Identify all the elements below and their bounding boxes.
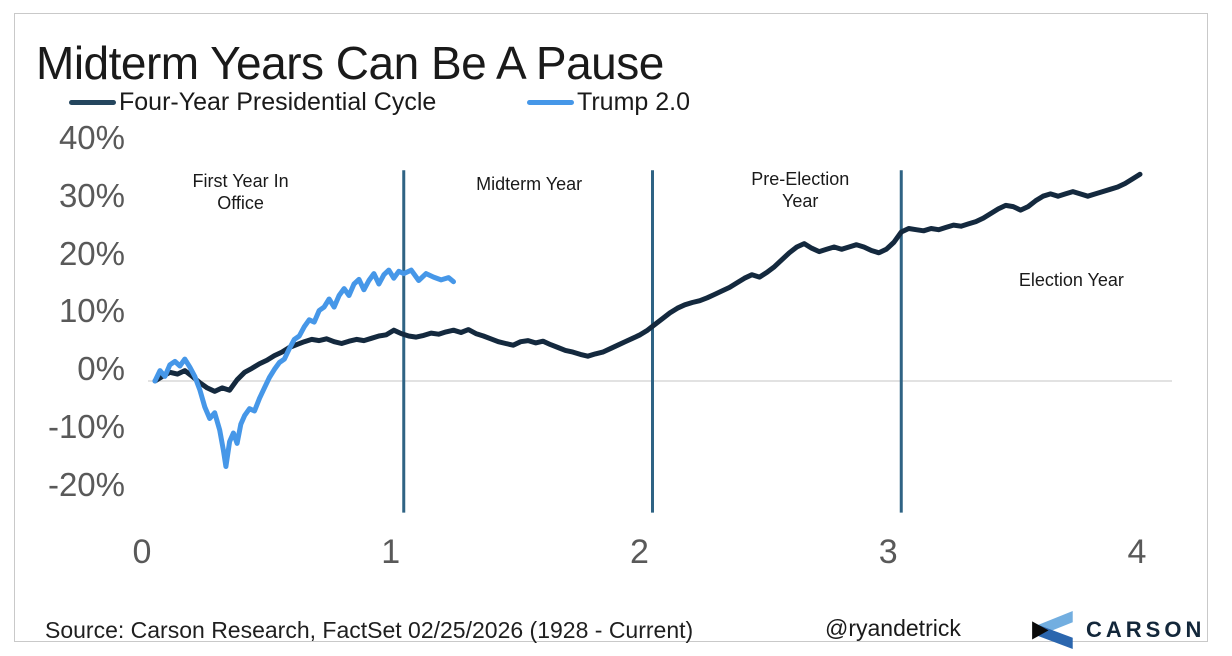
y-tick-label: 0% bbox=[77, 350, 125, 387]
legend: Four-Year Presidential Cycle Trump 2.0 bbox=[15, 88, 1207, 122]
y-tick-label: 30% bbox=[58, 176, 125, 214]
legend-item-trump: Trump 2.0 bbox=[527, 88, 690, 117]
x-tick-label: 3 bbox=[878, 533, 898, 571]
y-tick-label: 20% bbox=[58, 234, 125, 272]
chart-title: Midterm Years Can Be A Pause bbox=[36, 37, 664, 89]
legend-item-presidential-cycle: Four-Year Presidential Cycle bbox=[69, 88, 436, 117]
carson-wordmark: CARSON bbox=[1086, 617, 1206, 642]
y-tick-label: 10% bbox=[58, 292, 125, 330]
y-tick-label: -10% bbox=[47, 407, 125, 445]
annotation-midterm-year: Midterm Year bbox=[476, 174, 583, 195]
twitter-handle: @ryandetrick bbox=[825, 615, 961, 641]
y-tick-label: 40% bbox=[58, 119, 125, 156]
annotation-first-year-in: First Year In Office bbox=[192, 170, 289, 213]
chart-frame: Midterm Years Can Be A Pause Four-Year P… bbox=[14, 13, 1208, 649]
legend-line-swatch-blue bbox=[527, 99, 574, 106]
carson-logo-icon bbox=[1032, 611, 1073, 649]
carson-logo: CARSON bbox=[1028, 611, 1205, 649]
legend-label-presidential-cycle: Four-Year Presidential Cycle bbox=[119, 88, 437, 116]
source-note: Source: Carson Research, FactSet 02/25/2… bbox=[45, 617, 694, 643]
legend-line-swatch-navy bbox=[69, 99, 116, 106]
y-tick-label: -20% bbox=[47, 465, 125, 503]
x-tick-label: 2 bbox=[630, 533, 649, 571]
legend-label-trump: Trump 2.0 bbox=[577, 88, 691, 116]
x-tick-label: 4 bbox=[1127, 533, 1147, 571]
x-tick-label: 1 bbox=[381, 533, 401, 571]
x-tick-label: 0 bbox=[132, 533, 152, 571]
annotation-pre-election: Pre-Election Year bbox=[751, 169, 850, 212]
annotation-election-year: Election Year bbox=[1018, 269, 1124, 290]
